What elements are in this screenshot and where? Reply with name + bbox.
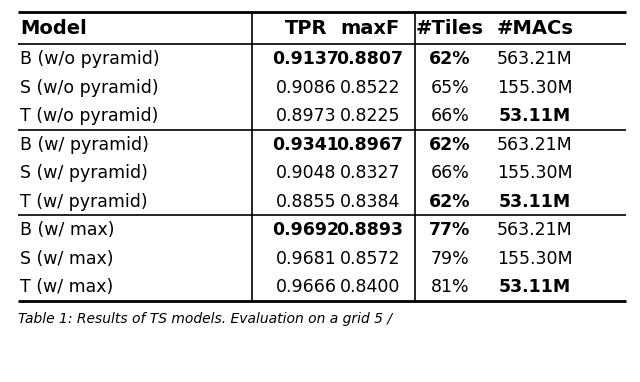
Text: 53.11M: 53.11M [499,278,571,296]
Text: 0.8855: 0.8855 [276,193,336,211]
Text: 79%: 79% [431,250,469,268]
Text: T (w/o pyramid): T (w/o pyramid) [20,107,158,125]
Text: 0.8967: 0.8967 [337,136,403,154]
Text: 0.9086: 0.9086 [276,79,337,97]
Text: 0.9137: 0.9137 [273,50,339,68]
Text: TPR: TPR [285,19,327,39]
Text: 155.30M: 155.30M [497,79,573,97]
Text: S (w/ pyramid): S (w/ pyramid) [20,164,148,182]
Text: 0.9341: 0.9341 [273,136,339,154]
Text: maxF: maxF [340,19,399,39]
Text: 0.8327: 0.8327 [340,164,400,182]
Text: 81%: 81% [431,278,469,296]
Text: 0.9681: 0.9681 [276,250,337,268]
Text: 62%: 62% [429,50,471,68]
Text: 66%: 66% [431,164,469,182]
Text: 0.8893: 0.8893 [337,221,403,239]
Text: 53.11M: 53.11M [499,193,571,211]
Text: 0.8973: 0.8973 [276,107,336,125]
Text: 0.8384: 0.8384 [340,193,400,211]
Text: 0.9666: 0.9666 [275,278,337,296]
Text: Table 1: Results of TS models. Evaluation on a grid 5 /: Table 1: Results of TS models. Evaluatio… [18,312,392,327]
Text: 77%: 77% [429,221,470,239]
Text: 155.30M: 155.30M [497,250,573,268]
Text: B (w/o pyramid): B (w/o pyramid) [20,50,159,68]
Text: Model: Model [20,19,87,39]
Text: 563.21M: 563.21M [497,50,573,68]
Text: 0.8400: 0.8400 [340,278,400,296]
Text: B (w/ max): B (w/ max) [20,221,115,239]
Text: #MACs: #MACs [497,19,573,39]
Text: 563.21M: 563.21M [497,136,573,154]
Text: T (w/ pyramid): T (w/ pyramid) [20,193,148,211]
Text: B (w/ pyramid): B (w/ pyramid) [20,136,149,154]
Text: 0.8572: 0.8572 [340,250,400,268]
Text: 0.9048: 0.9048 [276,164,336,182]
Text: 66%: 66% [431,107,469,125]
Text: 0.8807: 0.8807 [337,50,403,68]
Text: 53.11M: 53.11M [499,107,571,125]
Text: S (w/o pyramid): S (w/o pyramid) [20,79,159,97]
Text: 563.21M: 563.21M [497,221,573,239]
Text: 62%: 62% [429,136,471,154]
Text: #Tiles: #Tiles [416,19,484,39]
Text: 0.8225: 0.8225 [340,107,400,125]
Text: 62%: 62% [429,193,471,211]
Text: 65%: 65% [431,79,469,97]
Text: S (w/ max): S (w/ max) [20,250,113,268]
Text: 0.8522: 0.8522 [340,79,400,97]
Text: T (w/ max): T (w/ max) [20,278,113,296]
Text: 0.9692: 0.9692 [273,221,340,239]
Text: 155.30M: 155.30M [497,164,573,182]
